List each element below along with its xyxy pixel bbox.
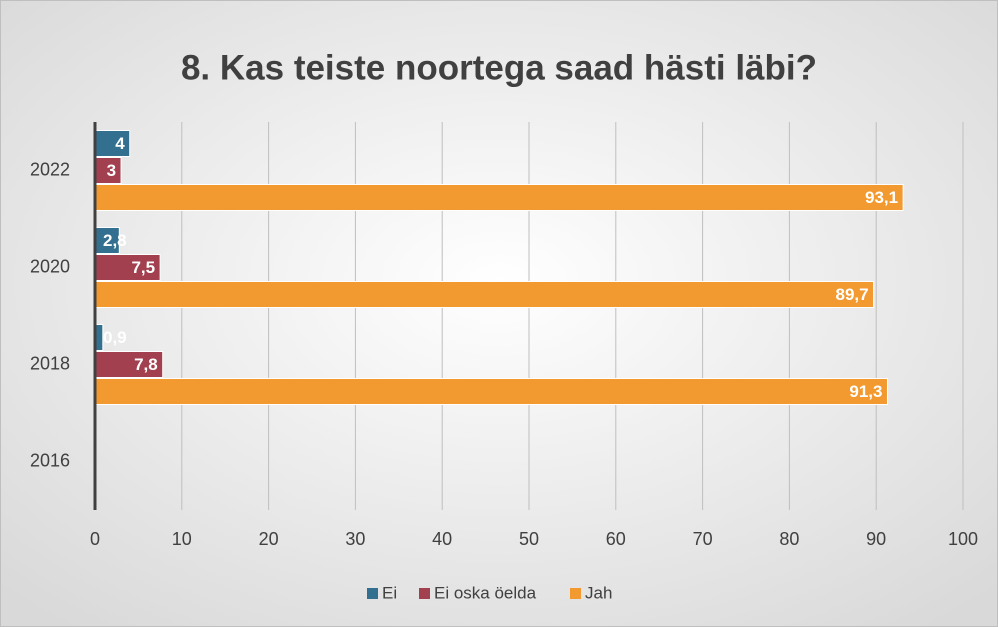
x-tick-label: 30	[345, 529, 365, 549]
y-tick-label: 2018	[30, 353, 70, 373]
x-tick-label: 40	[432, 529, 452, 549]
x-tick-label: 90	[866, 529, 886, 549]
data-label: 4	[115, 134, 125, 153]
legend-swatch	[367, 588, 378, 599]
data-label: 7,5	[131, 258, 155, 277]
bar	[94, 157, 122, 184]
x-tick-label: 0	[90, 529, 100, 549]
x-tick-label: 50	[519, 529, 539, 549]
legend-label: Ei	[382, 583, 397, 602]
bar	[94, 130, 131, 157]
x-tick-label: 60	[606, 529, 626, 549]
bar	[94, 254, 161, 281]
data-label: 7,8	[134, 355, 158, 374]
x-tick-label: 20	[259, 529, 279, 549]
x-tick-label: 10	[172, 529, 192, 549]
legend-swatch	[419, 588, 430, 599]
data-label: 89,7	[836, 285, 869, 304]
data-label: 93,1	[865, 188, 898, 207]
x-tick-label: 100	[948, 529, 978, 549]
chart-title: 8. Kas teiste noortega saad hästi läbi?	[181, 48, 817, 87]
legend-label: Jah	[585, 583, 612, 602]
legend-swatch	[570, 588, 581, 599]
data-label: 3	[107, 161, 116, 180]
bar	[94, 184, 904, 211]
y-tick-label: 2022	[30, 159, 70, 179]
x-tick-label: 80	[779, 529, 799, 549]
bar	[94, 378, 888, 405]
y-tick-label: 2016	[30, 450, 70, 470]
bar	[94, 351, 164, 378]
legend-label: Ei oska öelda	[434, 583, 537, 602]
data-label: 91,3	[849, 382, 882, 401]
y-tick-label: 2020	[30, 256, 70, 276]
data-label: 2,8	[103, 231, 127, 250]
bar	[94, 281, 875, 308]
data-label: 0,9	[103, 328, 127, 347]
x-tick-label: 70	[693, 529, 713, 549]
